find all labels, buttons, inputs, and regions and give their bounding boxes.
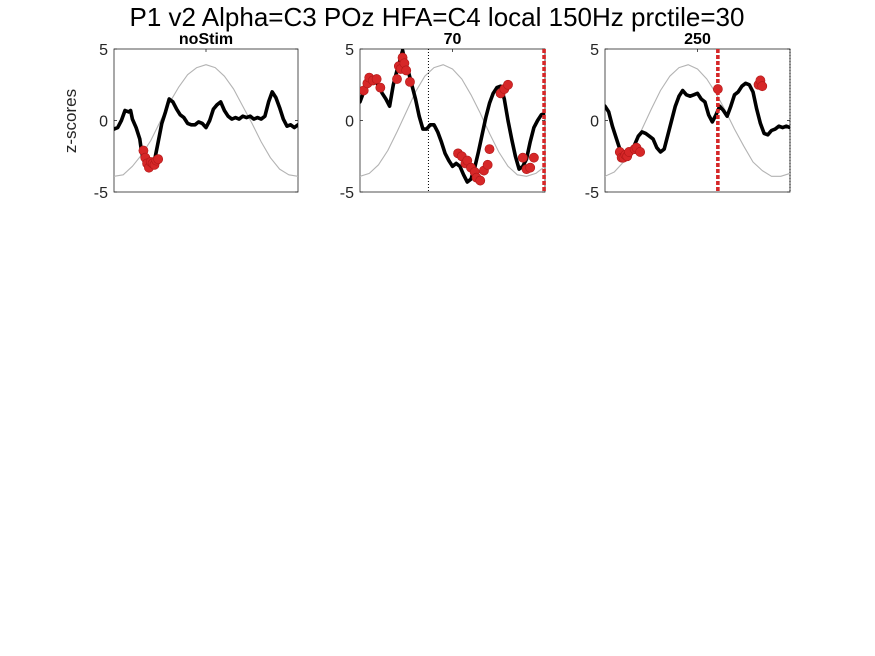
threshold-marker — [375, 82, 386, 93]
threshold-marker — [503, 79, 513, 90]
subplot-3: -5 0 5 250 — [585, 31, 791, 202]
threshold-marker — [529, 152, 539, 163]
threshold-marker — [371, 74, 382, 84]
subplot-title: 70 — [444, 31, 462, 48]
threshold-marker — [517, 152, 528, 163]
plot-content — [360, 49, 545, 186]
y-tick-label: -5 — [94, 185, 108, 202]
y-tick-label: -5 — [585, 185, 599, 202]
subplot-2: -5 0 5 70 — [340, 31, 546, 202]
threshold-marker — [482, 159, 493, 170]
y-tick-label: 5 — [345, 42, 354, 59]
subplot-title: noStim — [179, 31, 233, 48]
threshold-marker — [392, 74, 402, 84]
y-tick-label: 0 — [590, 114, 599, 131]
plot-area-box — [113, 48, 299, 193]
plot-content — [605, 64, 790, 177]
plot-content — [114, 64, 298, 177]
y-tick-label: 0 — [99, 114, 108, 131]
y-tick-label: -5 — [340, 185, 354, 202]
threshold-marker — [525, 162, 536, 173]
subplot-title: 250 — [684, 31, 711, 48]
y-axis-label: z-scores — [61, 89, 80, 153]
y-tick-label: 5 — [590, 42, 599, 59]
threshold-marker — [405, 76, 415, 87]
y-tick-label: 5 — [99, 42, 108, 59]
plot-area-box — [359, 48, 546, 193]
phase-reference-line — [360, 64, 545, 177]
threshold-marker — [484, 144, 495, 154]
threshold-marker — [757, 81, 768, 92]
threshold-marker — [635, 147, 646, 157]
signal-line — [360, 49, 545, 184]
y-tick-label: 0 — [345, 114, 354, 131]
signal-line — [605, 81, 790, 160]
subplot-1: -5 0 5 noStim — [94, 31, 299, 202]
figure-title: P1 v2 Alpha=C3 POz HFA=C4 local 150Hz pr… — [130, 2, 745, 32]
threshold-marker — [475, 175, 486, 186]
threshold-marker — [153, 154, 164, 165]
subplot-group: -5 0 5 noStim -5 0 5 70 -5 0 5 250 — [94, 31, 791, 202]
threshold-marker — [401, 65, 412, 76]
